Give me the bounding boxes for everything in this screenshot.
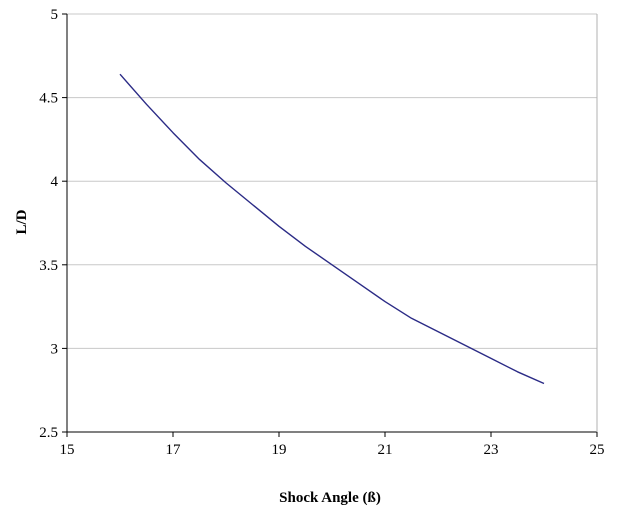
y-tick-label: 4.5 bbox=[39, 91, 58, 107]
y-tick-label: 3.5 bbox=[39, 258, 58, 274]
x-tick-label: 17 bbox=[166, 442, 182, 458]
series-group bbox=[119, 73, 545, 385]
y-axis-ticks: 2.5 3 3.5 4 4.5 5 bbox=[39, 7, 67, 441]
y-tick-label: 5 bbox=[51, 7, 59, 23]
x-tick-label: 25 bbox=[590, 442, 605, 458]
y-tick-label: 4 bbox=[51, 174, 59, 190]
y-axis-title: L/D bbox=[14, 209, 30, 234]
y-tick-label: 2.5 bbox=[39, 425, 58, 441]
axes bbox=[66, 14, 598, 433]
x-tick-label: 19 bbox=[272, 442, 287, 458]
x-tick-label: 15 bbox=[60, 442, 75, 458]
series-line bbox=[119, 73, 545, 385]
x-axis-title: Shock Angle (ß) bbox=[279, 490, 381, 506]
gridlines bbox=[67, 13, 597, 433]
x-tick-label: 23 bbox=[484, 442, 499, 458]
x-axis-ticks: 15 17 19 21 23 25 bbox=[60, 432, 605, 458]
x-tick-label: 21 bbox=[378, 442, 393, 458]
y-tick-label: 3 bbox=[51, 341, 59, 357]
